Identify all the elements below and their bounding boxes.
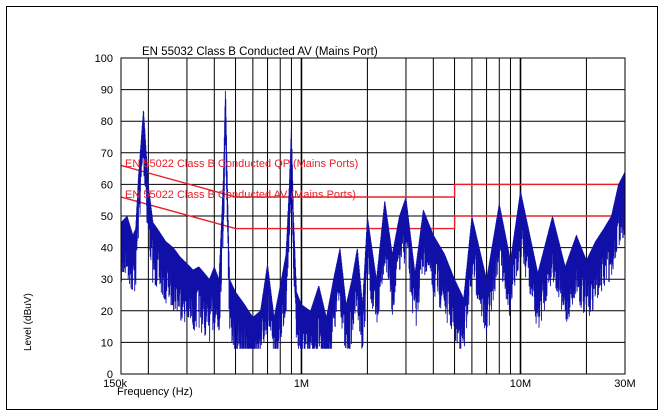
- limit-label-2: EN 55022 Class B Conducted AV (Mains Por…: [125, 189, 356, 201]
- x-tick-label: 150k: [103, 378, 127, 390]
- y-tick-label: 20: [101, 306, 113, 318]
- measurement-trace: [120, 90, 626, 349]
- y-tick-label: 10: [101, 337, 113, 349]
- x-axis-label: Frequency (Hz): [117, 386, 193, 398]
- y-tick-label: 100: [95, 53, 113, 65]
- trace-line: [120, 90, 626, 349]
- chart-title: EN 55032 Class B Conducted AV (Mains Por…: [142, 46, 378, 58]
- limit-line-1: [120, 164, 625, 198]
- y-tick-label: 70: [101, 148, 113, 160]
- y-tick-label: 50: [101, 211, 113, 223]
- x-tick-labels: 150k 1M 10M 30M: [103, 378, 636, 390]
- x-tick-label: 10M: [510, 378, 531, 390]
- y-tick-label: 60: [101, 179, 113, 191]
- limit-line-2: [120, 196, 625, 230]
- chart-frame: 0 10 20 30 40 50 60 70 80 90 100 150k 1M 10M 30M EN 5…: [6, 6, 658, 410]
- y-tick-label: 0: [107, 369, 113, 381]
- limit-lines: [120, 164, 625, 230]
- x-tick-label: 30M: [614, 378, 635, 390]
- x-tick-label: 1M: [294, 378, 309, 390]
- y-tick-labels: 0 10 20 30 40 50 60 70 80 90 100: [95, 53, 113, 381]
- limit-label-1: EN 55022 Class B Conducted QP (Mains Por…: [125, 158, 358, 170]
- y-tick-label: 80: [101, 116, 113, 128]
- y-axis-label: Level (dBuV): [23, 293, 34, 351]
- y-tick-label: 40: [101, 243, 113, 255]
- emc-chart: 0 10 20 30 40 50 60 70 80 90 100 150k 1M 10M 30M EN 5…: [23, 46, 636, 398]
- y-tick-label: 90: [101, 85, 113, 97]
- y-tick-label: 30: [101, 274, 113, 286]
- plot-border: [120, 57, 626, 375]
- limit-labels: EN 55022 Class B Conducted QP (Mains Por…: [125, 158, 358, 201]
